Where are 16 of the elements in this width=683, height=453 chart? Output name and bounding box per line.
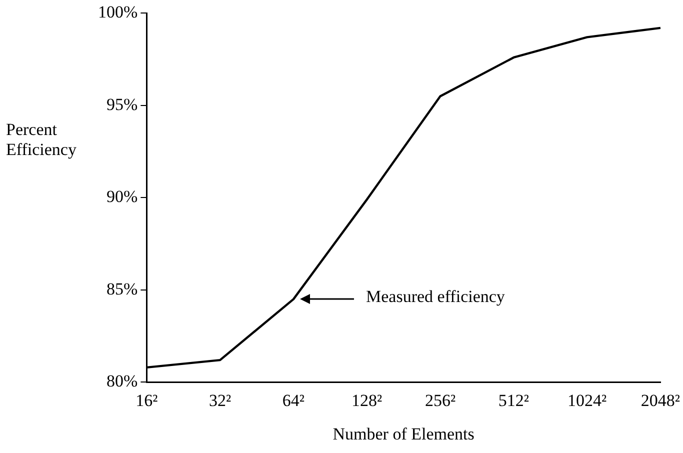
y-axis-title: Percent Efficiency — [6, 120, 78, 160]
annotation: Measured efficiency — [366, 287, 505, 307]
x-tick-label: 2048² — [640, 390, 680, 410]
y-tick-label: 90% — [106, 187, 138, 206]
x-tick-label: 32² — [209, 390, 232, 410]
y-tick-label: 95% — [106, 94, 138, 114]
y-tick-label: 80% — [106, 372, 138, 391]
y-tick-label: 100% — [98, 2, 138, 22]
x-tick-label: 512² — [498, 390, 529, 410]
x-tick-label: 1024² — [568, 390, 607, 410]
x-tick-label: 64² — [282, 390, 305, 410]
x-tick-label: 256² — [424, 390, 456, 410]
y-tick-label: 85% — [106, 279, 138, 298]
x-axis-title: Number of Elements — [332, 424, 474, 444]
x-tick-label: 128² — [352, 390, 382, 410]
x-tick-label: 16² — [136, 390, 158, 410]
